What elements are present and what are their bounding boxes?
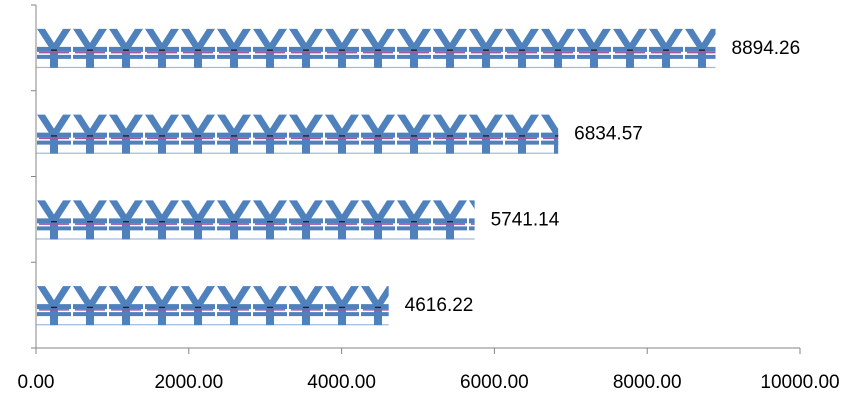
yen-icon: [360, 286, 389, 326]
yen-icon: [36, 286, 72, 326]
yen-icon: [432, 28, 468, 69]
yen-icon: [324, 28, 360, 69]
yen-icon: [288, 28, 324, 69]
yen-icon: [288, 114, 324, 154]
yen-icon: [252, 114, 288, 154]
yen-icon: [144, 114, 180, 154]
yen-icon: [144, 286, 180, 326]
axes-layer: 0.00 2000.00 4000.00 6000.00 8000.00 10000.00: [18, 4, 840, 393]
yen-icon: [612, 28, 648, 69]
yen-icon: [72, 286, 108, 326]
yen-icon: [108, 200, 144, 240]
yen-icon: [360, 200, 396, 240]
yen-icon: [432, 200, 468, 240]
yen-icon: [324, 200, 360, 240]
yen-icon: [288, 286, 324, 326]
x-tick-label: 4000.00: [307, 372, 376, 393]
yen-icon: [72, 28, 108, 69]
bar: [36, 200, 475, 240]
yen-icon: [468, 114, 504, 154]
bar: [36, 28, 716, 69]
yen-icon: [288, 200, 324, 240]
yen-icon: [396, 200, 432, 240]
bar-pictograph: [36, 114, 559, 154]
yen-icon: [648, 28, 684, 69]
yen-icon: [36, 114, 72, 154]
bar: [36, 114, 559, 154]
bar-pictograph: [36, 28, 716, 69]
yen-icon: [252, 200, 288, 240]
bar-pictograph: [36, 200, 475, 240]
yen-icon: [504, 114, 540, 154]
yen-icon: [324, 114, 360, 154]
yen-icon: [180, 28, 216, 69]
bars-layer: [36, 28, 716, 326]
yen-icon: [324, 286, 360, 326]
yen-icon: [36, 28, 72, 69]
x-tick-label: 0.00: [18, 372, 55, 393]
yen-icon: [108, 28, 144, 69]
yen-icon: [180, 114, 216, 154]
yen-icon: [108, 286, 144, 326]
data-label: 6834.57: [574, 124, 643, 145]
yen-icon: [72, 114, 108, 154]
yen-icon: [216, 114, 252, 154]
yen-icon: [108, 114, 144, 154]
yen-icon: [468, 28, 504, 69]
x-tick-label: 6000.00: [460, 372, 529, 393]
yen-icon: [576, 28, 612, 69]
yen-icon: [396, 28, 432, 69]
yen-icon: [684, 28, 716, 69]
yen-icon: [360, 28, 396, 69]
data-label: 8894.26: [732, 38, 801, 59]
data-labels-layer: 8894.26 6834.57 5741.14 4616.22: [405, 38, 801, 316]
bar-pictograph: [36, 286, 389, 326]
yen-icon: [36, 200, 72, 240]
x-tick-label: 2000.00: [154, 372, 223, 393]
data-label: 5741.14: [491, 209, 560, 230]
x-tick-label: 10000.00: [760, 372, 839, 393]
yen-icon: [180, 200, 216, 240]
yen-icon: [216, 28, 252, 69]
yen-icon: [144, 200, 180, 240]
yen-icon: [180, 286, 216, 326]
data-label: 4616.22: [405, 295, 474, 316]
yen-icon: [360, 114, 396, 154]
yen-icon: [252, 286, 288, 326]
yen-icon: [72, 200, 108, 240]
yen-icon: [252, 28, 288, 69]
yen-icon: [144, 28, 180, 69]
yen-icon: [396, 114, 432, 154]
bar: [36, 286, 389, 326]
yen-icon: [540, 28, 576, 69]
yen-icon: [432, 114, 468, 154]
yen-icon: [540, 114, 559, 154]
yen-icon: [504, 28, 540, 69]
x-tick-label: 8000.00: [613, 372, 682, 393]
yen-icon: [216, 286, 252, 326]
yen-icon: [216, 200, 252, 240]
